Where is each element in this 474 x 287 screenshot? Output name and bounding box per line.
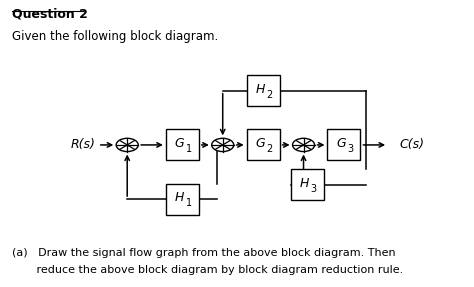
Text: C(s): C(s) [399, 138, 424, 152]
Text: G: G [336, 137, 346, 150]
Text: 2: 2 [266, 90, 273, 100]
Text: 2: 2 [266, 144, 273, 154]
Text: Given the following block diagram.: Given the following block diagram. [12, 30, 218, 43]
Text: 3: 3 [347, 144, 354, 154]
FancyBboxPatch shape [166, 129, 199, 160]
Text: H: H [300, 177, 309, 190]
Text: (a)   Draw the signal flow graph from the above block diagram. Then: (a) Draw the signal flow graph from the … [12, 248, 395, 258]
FancyBboxPatch shape [291, 169, 324, 200]
FancyBboxPatch shape [246, 129, 280, 160]
Text: reduce the above block diagram by block diagram reduction rule.: reduce the above block diagram by block … [12, 265, 403, 276]
Circle shape [116, 138, 138, 152]
Text: R(s): R(s) [71, 138, 96, 152]
FancyBboxPatch shape [166, 184, 199, 215]
FancyBboxPatch shape [328, 129, 360, 160]
Text: 1: 1 [186, 144, 192, 154]
Text: H: H [255, 83, 265, 96]
Text: H: H [175, 191, 184, 204]
Text: G: G [174, 137, 184, 150]
FancyBboxPatch shape [246, 75, 280, 106]
Text: 1: 1 [186, 198, 192, 208]
Text: 3: 3 [311, 184, 317, 194]
Text: Question 2: Question 2 [12, 7, 88, 20]
Circle shape [212, 138, 234, 152]
Circle shape [292, 138, 315, 152]
Text: G: G [255, 137, 265, 150]
